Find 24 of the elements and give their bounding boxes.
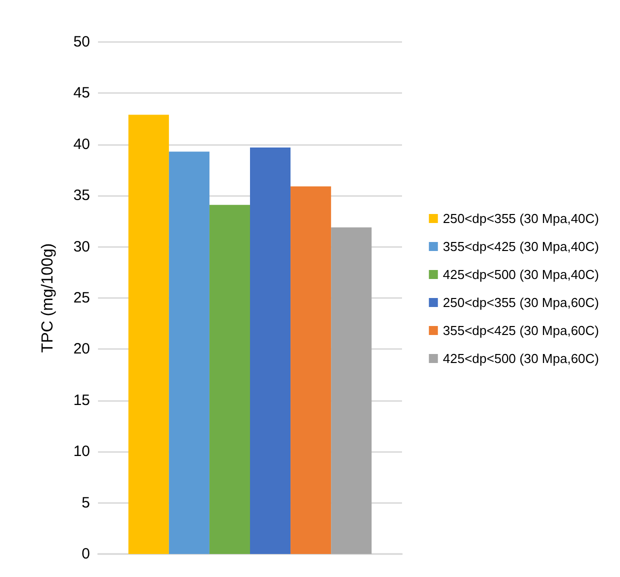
- bar: [168, 152, 210, 554]
- y-tick-label: 45: [73, 84, 90, 102]
- bar: [290, 186, 332, 554]
- bar: [209, 204, 250, 554]
- y-tick-label: 15: [73, 392, 90, 409]
- legend-label: 355<dp<425 (30 Mpa,60C): [442, 323, 600, 338]
- y-tick-label: 50: [73, 34, 90, 50]
- y-tick-label: 30: [73, 238, 90, 256]
- legend-label: 355<dp<425 (30 Mpa,40C): [442, 239, 600, 254]
- y-tick-label: 25: [73, 290, 90, 306]
- legend-label: 250<dp<355 (30 Mpa,40C): [442, 211, 600, 226]
- y-tick-label: 20: [73, 340, 90, 358]
- y-tick-label: 35: [73, 187, 90, 204]
- y-tick-label: 0: [82, 546, 90, 562]
- legend-label: 425<dp<500 (30 Mpa,60C): [442, 351, 600, 366]
- bar: [128, 114, 169, 554]
- legend-label: 425<dp<500 (30 Mpa,40C): [442, 267, 600, 282]
- y-tick-label: 40: [73, 136, 90, 153]
- bar: [250, 147, 291, 554]
- legend-label: 250<dp<355 (30 Mpa,60C): [442, 295, 600, 310]
- y-axis-title: TPC (mg/100g): [40, 243, 56, 353]
- y-tick-label: 10: [73, 443, 90, 460]
- y-tick-label: 5: [82, 494, 90, 512]
- bar: [331, 227, 372, 554]
